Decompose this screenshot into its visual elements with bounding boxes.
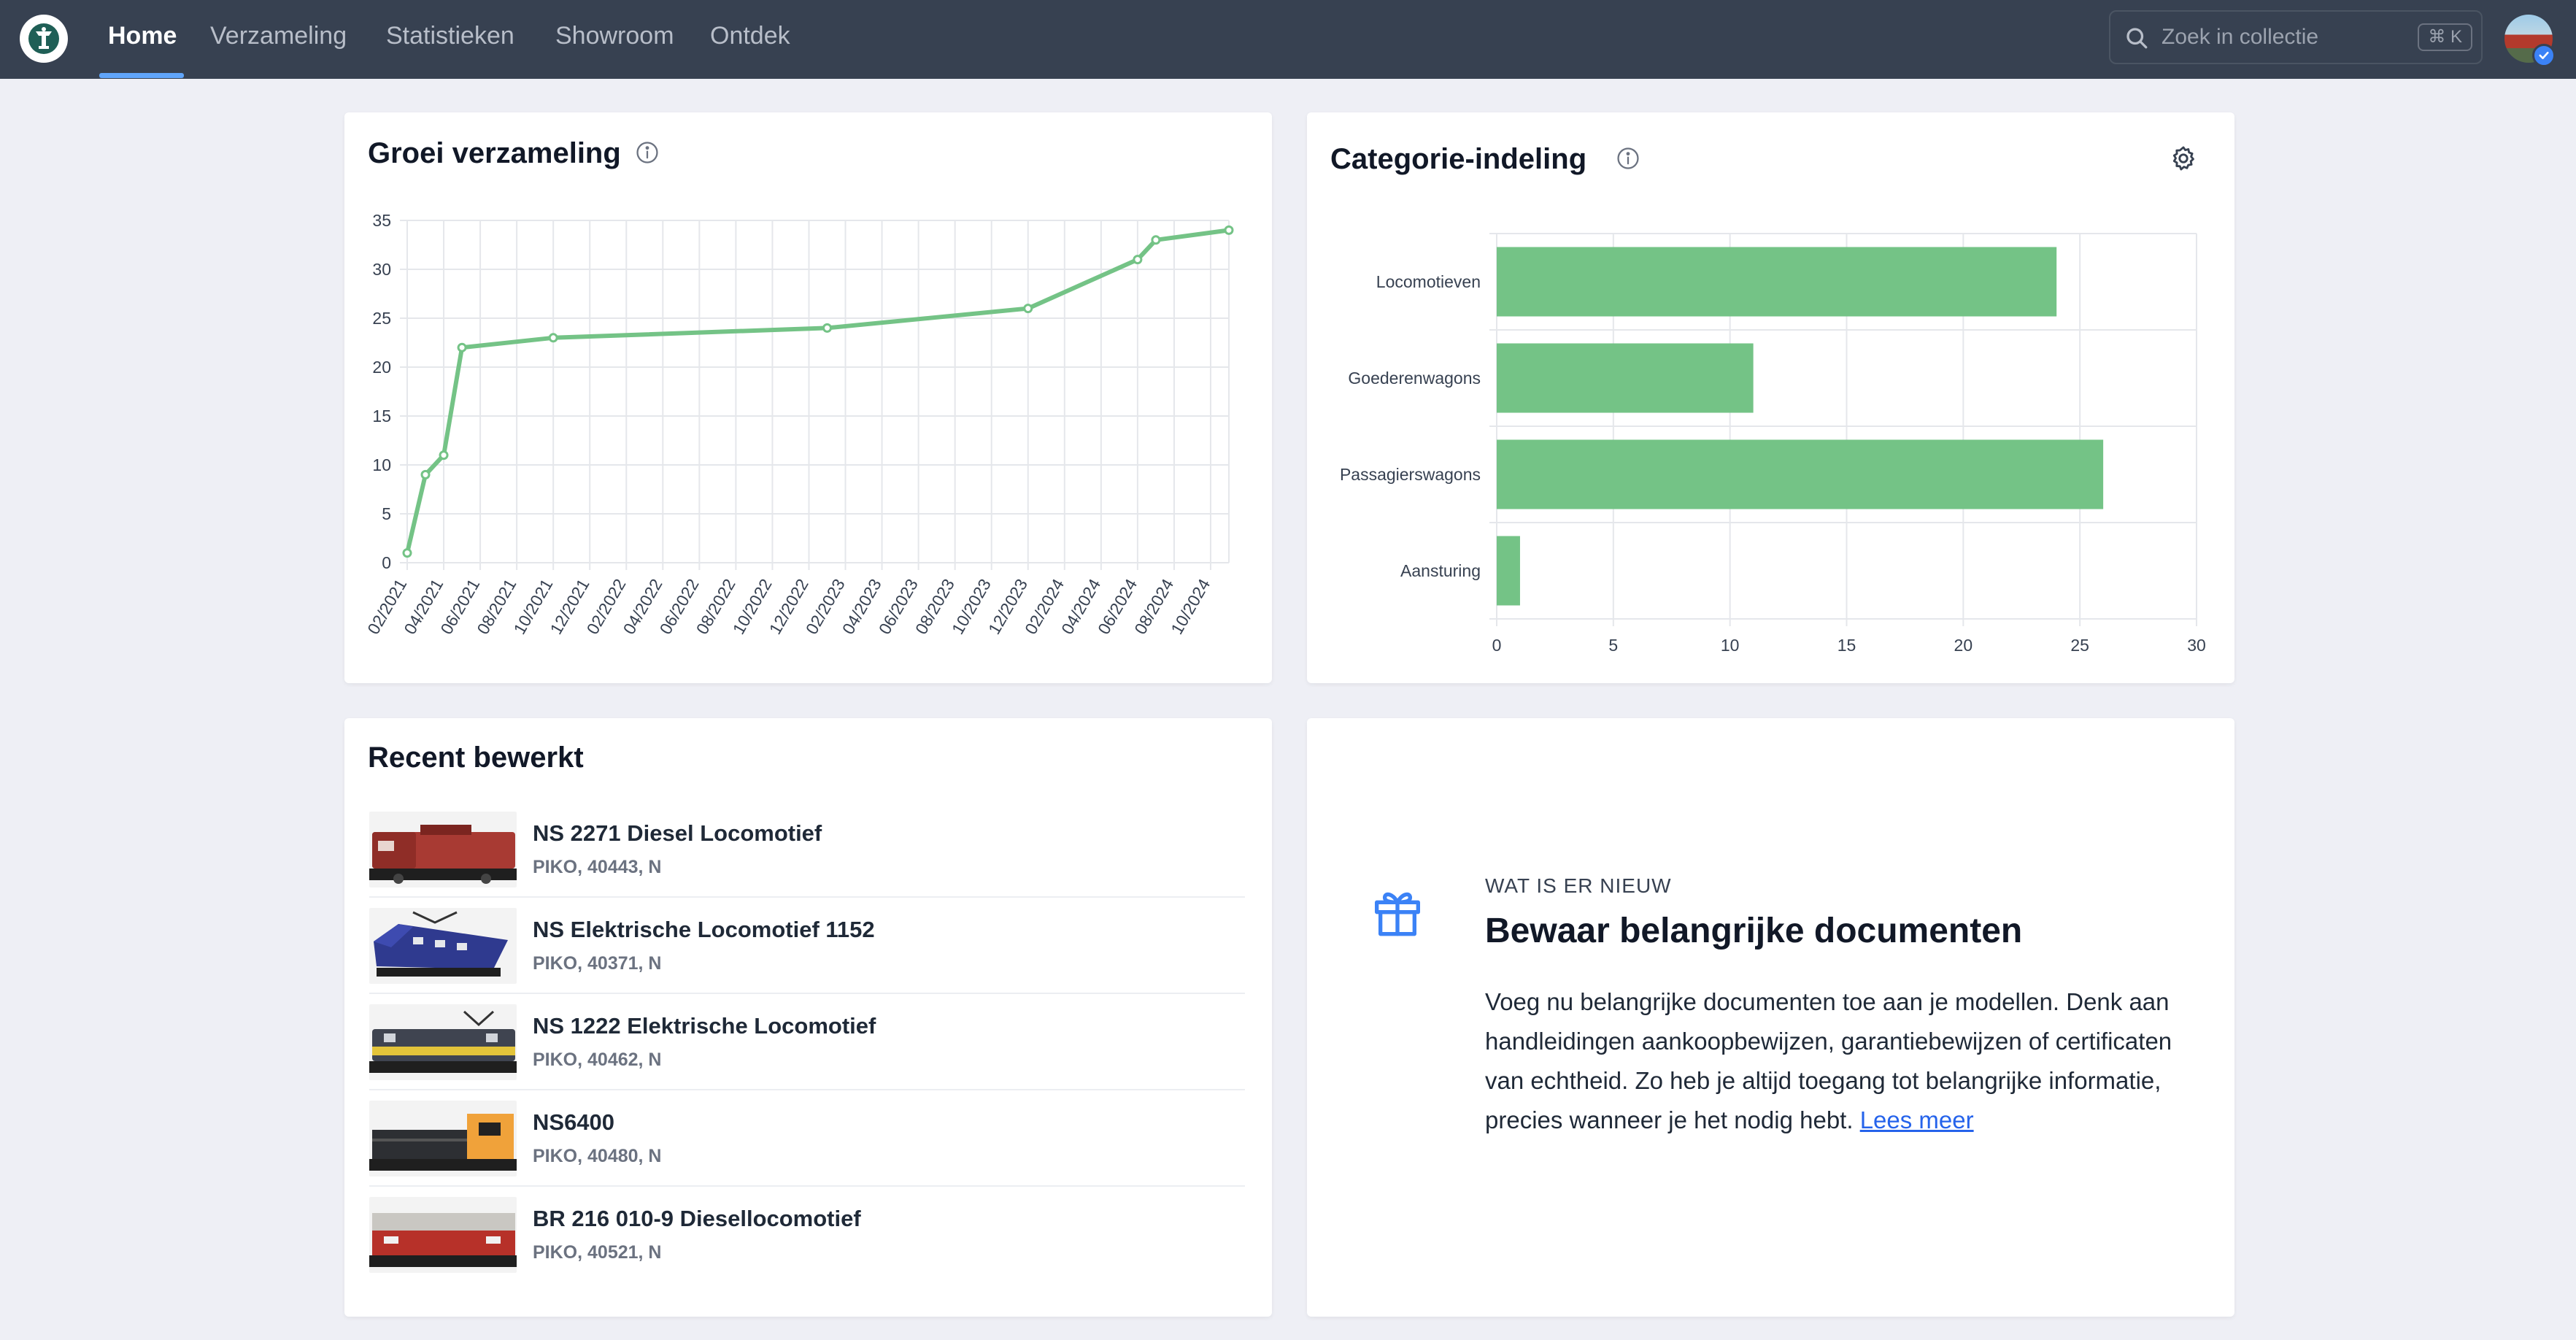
y-tick-label: 25: [372, 309, 391, 328]
y-category-label: Locomotieven: [1376, 272, 1481, 291]
read-more-link[interactable]: Lees meer: [1859, 1106, 1974, 1133]
y-tick-label: 20: [372, 358, 391, 377]
x-tick-label: 30: [2187, 636, 2206, 655]
train-thumbnail: [369, 1197, 517, 1273]
nav-verzameling[interactable]: Verzameling: [210, 22, 347, 50]
list-item[interactable]: NS 1222 Elektrische Locomotief PIKO, 404…: [369, 994, 1245, 1090]
train-thumbnail: [369, 1101, 517, 1177]
recent-title: Recent bewerkt: [368, 742, 584, 774]
y-tick-label: 15: [372, 407, 391, 426]
item-subtitle: PIKO, 40480, N: [533, 1146, 662, 1166]
item-subtitle: PIKO, 40462, N: [533, 1050, 662, 1070]
list-item[interactable]: NS6400 PIKO, 40480, N: [369, 1090, 1245, 1187]
item-title: NS6400: [533, 1109, 615, 1135]
x-tick-label: 25: [2070, 636, 2089, 655]
item-title: NS 2271 Diesel Locomotief: [533, 820, 822, 846]
info-icon[interactable]: [1616, 146, 1640, 174]
search-shortcut-hint: ⌘ K: [2418, 23, 2472, 51]
x-tick-label: 15: [1837, 636, 1856, 655]
growth-line-chart: 02/202104/202106/202108/202110/202112/20…: [363, 211, 1234, 638]
train-thumbnail: [369, 812, 517, 887]
bar: [1497, 343, 1754, 413]
x-tick-label: 10: [1721, 636, 1740, 655]
item-title: NS Elektrische Locomotief 1152: [533, 917, 875, 942]
list-item[interactable]: BR 216 010-9 Diesellocomotief PIKO, 4052…: [369, 1187, 1245, 1283]
train-thumbnail: [369, 1004, 517, 1080]
data-point: [402, 548, 412, 558]
growth-card: Groei verzameling 02/2021 04/2021 06/2021 0…: [344, 112, 1272, 683]
gift-icon: [1368, 880, 1427, 945]
news-body-text: Voeg nu belangrijke documenten toe aan j…: [1485, 988, 2172, 1133]
item-subtitle: PIKO, 40443, N: [533, 857, 662, 877]
item-subtitle: PIKO, 40371, N: [533, 953, 662, 974]
news-title: Bewaar belangrijke documenten: [1485, 912, 2023, 950]
bar: [1497, 247, 2057, 317]
x-tick-label: 5: [1608, 636, 1618, 655]
category-card: Categorie-indeling 0 5 10 15 20 25 30 Locomotie…: [1307, 112, 2234, 683]
bar: [1497, 439, 2104, 509]
x-tick-label: 0: [1492, 636, 1502, 655]
nav-showroom[interactable]: Showroom: [555, 22, 674, 50]
data-point: [1133, 255, 1143, 265]
bar: [1497, 536, 1520, 606]
y-tick-label: 35: [372, 211, 391, 230]
info-icon[interactable]: [635, 140, 660, 169]
list-item[interactable]: NS Elektrische Locomotief 1152 PIKO, 403…: [369, 898, 1245, 994]
gear-icon[interactable]: [2170, 145, 2197, 176]
news-body: Voeg nu belangrijke documenten toe aan j…: [1485, 982, 2215, 1140]
y-category-label: Passagierswagons: [1340, 465, 1481, 484]
x-tick-label: 20: [1954, 636, 1973, 655]
item-title: NS 1222 Elektrische Locomotief: [533, 1013, 876, 1039]
news-eyebrow: WAT IS ER NIEUW: [1485, 874, 1672, 897]
y-tick-label: 0: [382, 553, 391, 572]
y-tick-label: 10: [372, 455, 391, 474]
recent-card: Recent bewerkt NS 2271 Diesel Locomotief…: [344, 718, 1272, 1317]
item-subtitle: PIKO, 40521, N: [533, 1242, 662, 1263]
data-point: [457, 342, 467, 353]
verified-check-icon: [2532, 44, 2556, 67]
series-line: [405, 228, 1230, 554]
nav-ontdek[interactable]: Ontdek: [710, 22, 790, 50]
y-category-label: Goederenwagons: [1348, 369, 1481, 388]
search-input[interactable]: [2162, 23, 2380, 51]
y-category-label: Aansturing: [1400, 561, 1481, 580]
list-item[interactable]: NS 2271 Diesel Locomotief PIKO, 40443, N: [369, 801, 1245, 898]
data-point: [420, 469, 431, 480]
data-point: [1023, 304, 1033, 314]
item-title: BR 216 010-9 Diesellocomotief: [533, 1206, 861, 1231]
data-point: [548, 333, 558, 343]
lighthouse-logo[interactable]: [20, 15, 68, 63]
growth-title: Groei verzameling: [368, 137, 621, 169]
active-tab-indicator: [99, 73, 184, 78]
nav-home[interactable]: Home: [108, 22, 177, 50]
news-card: WAT IS ER NIEUW Bewaar belangrijke docum…: [1307, 718, 2234, 1317]
data-point: [1151, 235, 1161, 245]
data-point: [822, 323, 833, 333]
category-bar-chart: 0 5 10 15 20 25 30 Locomotieven Goederenwagons Pa…: [1340, 233, 2206, 655]
y-tick-label: 30: [372, 260, 391, 279]
nav-statistieken[interactable]: Statistieken: [386, 22, 514, 50]
data-point: [439, 450, 449, 461]
data-point: [1224, 225, 1234, 235]
search-icon: [2124, 25, 2150, 55]
train-thumbnail: [369, 908, 517, 984]
top-navbar: Home Verzameling Statistieken Showroom O…: [0, 0, 2576, 79]
y-tick-label: 5: [382, 504, 391, 523]
search-box[interactable]: ⌘ K: [2109, 10, 2483, 64]
category-title: Categorie-indeling: [1330, 143, 1587, 175]
